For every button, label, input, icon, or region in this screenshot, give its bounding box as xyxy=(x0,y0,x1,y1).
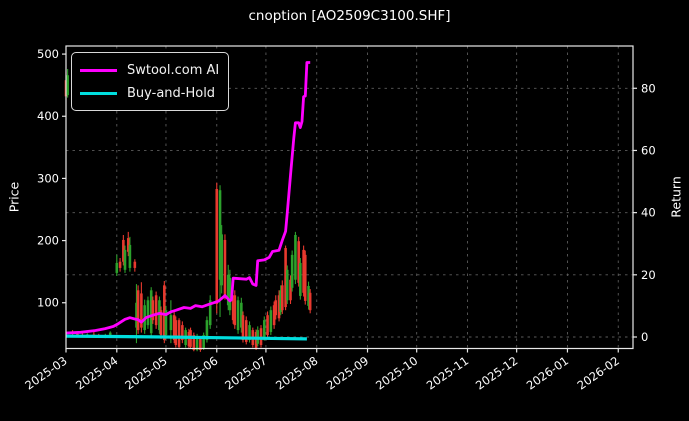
svg-text:2025-09: 2025-09 xyxy=(324,353,371,392)
svg-text:400: 400 xyxy=(37,109,59,123)
svg-text:300: 300 xyxy=(37,171,59,185)
svg-text:2025-08: 2025-08 xyxy=(273,353,320,392)
svg-text:2025-11: 2025-11 xyxy=(424,353,471,392)
legend-entry-buyhold: Buy-and-Hold xyxy=(80,82,220,105)
left-axis-label: Price xyxy=(6,181,22,213)
svg-text:40: 40 xyxy=(641,206,656,220)
svg-text:2025-05: 2025-05 xyxy=(122,353,169,392)
svg-text:2026-01: 2026-01 xyxy=(524,353,571,392)
legend-entry-ai: Swtool.com AI xyxy=(80,59,220,82)
svg-text:500: 500 xyxy=(37,47,59,61)
legend: Swtool.com AI Buy-and-Hold xyxy=(71,52,229,111)
svg-text:60: 60 xyxy=(641,143,656,157)
legend-label-buyhold: Buy-and-Hold xyxy=(127,86,216,101)
svg-text:0: 0 xyxy=(641,330,648,344)
svg-text:2026-02: 2026-02 xyxy=(575,353,622,392)
legend-label-ai: Swtool.com AI xyxy=(127,63,220,78)
svg-text:2025-03: 2025-03 xyxy=(22,353,69,392)
svg-text:80: 80 xyxy=(641,81,656,95)
legend-line-swatch-buyhold xyxy=(80,92,117,95)
svg-text:200: 200 xyxy=(37,234,59,248)
svg-text:100: 100 xyxy=(37,296,59,310)
svg-text:2025-10: 2025-10 xyxy=(373,353,420,392)
svg-text:2025-04: 2025-04 xyxy=(73,353,120,392)
legend-line-swatch-ai xyxy=(80,69,117,72)
chart-title: cnoption [AO2509C3100.SHF] xyxy=(248,8,451,24)
svg-text:2025-07: 2025-07 xyxy=(222,353,269,392)
right-axis-label: Return xyxy=(668,176,684,218)
svg-text:2025-06: 2025-06 xyxy=(173,353,220,392)
svg-text:2025-12: 2025-12 xyxy=(473,353,520,392)
svg-text:20: 20 xyxy=(641,268,656,282)
